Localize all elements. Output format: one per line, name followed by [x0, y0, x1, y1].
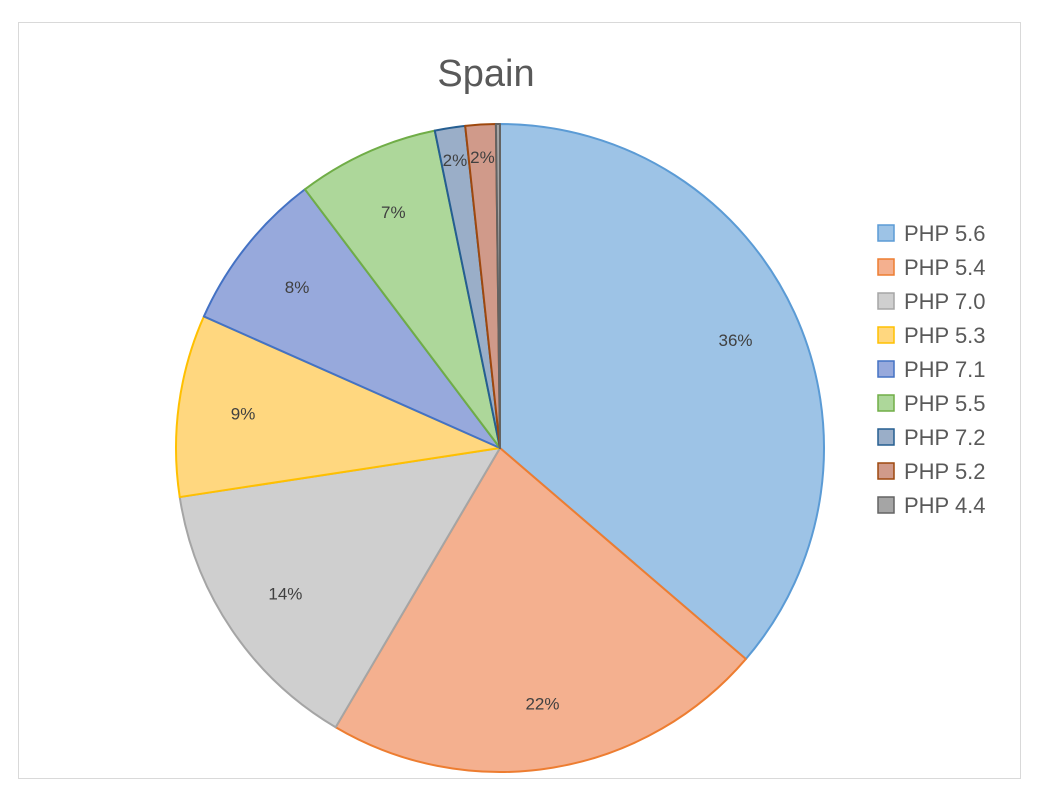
data-label-php-5-3: 9% — [231, 405, 256, 424]
legend-swatch-php-4-4 — [877, 496, 895, 514]
legend-label-php-7-2: PHP 7.2 — [904, 425, 986, 450]
legend-label-php-7-0: PHP 7.0 — [904, 289, 986, 314]
legend: PHP 5.6 PHP 5.4 PHP 7.0 PHP 5.3 PHP 7.1 PHP 5… — [877, 221, 986, 518]
legend-label-php-4-4: PHP 4.4 — [904, 493, 986, 518]
pie-chart: Spain 36% 22% 14% 9% 8% 7% 2% 2% PHP 5.6 PHP 5.4… — [175, 53, 986, 773]
legend-label-php-5-4: PHP 5.4 — [904, 255, 986, 280]
legend-label-php-5-2: PHP 5.2 — [904, 459, 986, 484]
legend-swatch-php-5-6 — [877, 224, 895, 242]
data-label-php-5-5: 7% — [381, 203, 406, 222]
pie-slice-php-5-4 — [334, 447, 747, 773]
pie-slice-php-7-1 — [202, 188, 501, 449]
data-label-php-5-2: 2% — [470, 148, 495, 167]
legend-swatch-php-5-3 — [877, 326, 895, 344]
data-label-php-7-2: 2% — [443, 151, 468, 170]
chart-title: Spain — [437, 53, 534, 95]
legend-swatch-php-7-0 — [877, 292, 895, 310]
pie-data-labels: 36% 22% 14% 9% 8% 7% 2% 2% — [231, 148, 753, 714]
pie-slice-php-5-5 — [303, 129, 501, 449]
chart-area: Spain 36% 22% 14% 9% 8% 7% 2% 2% PHP 5.6 PHP 5.4… — [18, 22, 1021, 779]
data-label-php-7-1: 8% — [285, 278, 310, 297]
legend-label-php-5-6: PHP 5.6 — [904, 221, 986, 246]
legend-label-php-7-1: PHP 7.1 — [904, 357, 986, 382]
legend-swatch-php-5-4 — [877, 258, 895, 276]
data-label-php-7-0: 14% — [268, 584, 302, 603]
legend-swatch-php-7-2 — [877, 428, 895, 446]
legend-swatch-php-7-1 — [877, 360, 895, 378]
pie-slices — [175, 123, 825, 773]
legend-swatch-php-5-2 — [877, 462, 895, 480]
legend-label-php-5-3: PHP 5.3 — [904, 323, 986, 348]
data-label-php-5-6: 36% — [719, 331, 753, 350]
pie-slice-php-7-0 — [178, 447, 501, 729]
pie-slice-php-4-4 — [494, 123, 501, 449]
pie-slice-php-5-3 — [175, 315, 501, 499]
legend-label-php-5-5: PHP 5.5 — [904, 391, 986, 416]
data-label-php-5-4: 22% — [525, 695, 559, 714]
pie-slice-php-5-6 — [499, 123, 825, 661]
legend-swatch-php-5-5 — [877, 394, 895, 412]
